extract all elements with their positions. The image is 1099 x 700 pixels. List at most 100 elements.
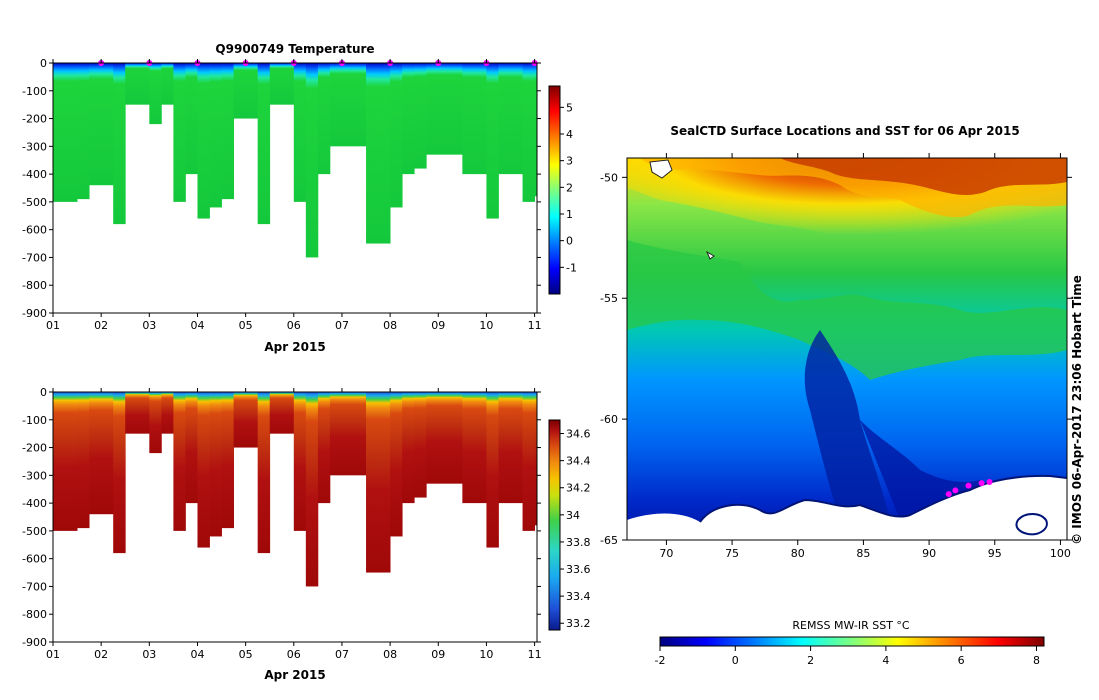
- y-tick-label: -700: [22, 251, 47, 264]
- profile-column: [305, 392, 319, 587]
- salinity-plot-frame: [52, 391, 538, 643]
- profile-column: [257, 63, 271, 225]
- y-tick-label: -800: [22, 608, 47, 621]
- y-tick-label: -600: [22, 553, 47, 566]
- profile-column: [462, 63, 475, 175]
- sst-kerguelen-island: [649, 159, 673, 179]
- profile-column: [197, 63, 210, 219]
- sst-colorbar-tick-label: 4: [882, 654, 889, 667]
- profile-column: [402, 63, 415, 175]
- x-tick-label: 02: [94, 648, 108, 661]
- y-tick-label: 0: [40, 57, 47, 70]
- y-tick-label: -300: [22, 140, 47, 153]
- y-tick-label: -800: [22, 279, 47, 292]
- x-tick-label: 05: [239, 319, 253, 332]
- seal-track: [945, 478, 993, 498]
- salinity-colorbar: [548, 419, 561, 631]
- profile-column: [233, 63, 247, 119]
- sst-land-ice: [627, 475, 1067, 540]
- x-tick-label: 08: [383, 648, 397, 661]
- sst-map-chart: SealCTD Surface Locations and SST for 06…: [600, 124, 1084, 667]
- salinity-x-axis-label: Apr 2015: [264, 668, 325, 682]
- x-tick-label: 08: [383, 319, 397, 332]
- profile-column: [317, 63, 331, 175]
- profile-column: [486, 392, 499, 548]
- profile-column: [534, 392, 538, 526]
- colorbar-tick-label: 33.8: [566, 536, 591, 549]
- temperature-profiles: [53, 63, 538, 258]
- profile-column: [414, 63, 427, 169]
- profile-column: [498, 392, 511, 504]
- profile-column: [221, 392, 234, 529]
- y-tick-label: -700: [22, 580, 47, 593]
- sst-coastline: [699, 474, 1067, 523]
- map-y-tick-label: -55: [600, 292, 618, 305]
- profile-column: [173, 392, 186, 531]
- profile-column: [426, 63, 439, 155]
- profile-column: [125, 63, 138, 105]
- profile-column: [474, 63, 487, 175]
- colorbar-tick-label: 1: [566, 208, 573, 221]
- profile-column: [113, 63, 126, 225]
- y-tick-label: -300: [22, 469, 47, 482]
- colorbar-tick-label: 5: [566, 101, 573, 114]
- profile-column: [209, 63, 222, 208]
- x-tick-label: 07: [335, 319, 349, 332]
- salinity-profiles: [53, 392, 538, 587]
- sst-colorbar-tick-label: 2: [807, 654, 814, 667]
- sst-map-title: SealCTD Surface Locations and SST for 06…: [670, 124, 1019, 138]
- profile-column: [233, 392, 247, 448]
- profile-column: [486, 63, 499, 219]
- profile-column: [426, 392, 439, 484]
- colorbar-tick-label: 34.2: [566, 482, 591, 495]
- sst-hot-band: [780, 158, 1067, 195]
- profile-column: [510, 392, 523, 504]
- track-point: [978, 480, 985, 487]
- y-tick-label: -500: [22, 196, 47, 209]
- y-tick-label: -900: [22, 636, 47, 649]
- profile-column: [281, 392, 295, 434]
- track-point: [965, 482, 972, 489]
- x-tick-label: 01: [46, 319, 60, 332]
- profile-column: [269, 392, 283, 434]
- map-y-tick-label: -65: [600, 534, 618, 547]
- sst-colorbar-tick-label: -2: [655, 654, 666, 667]
- profile-column: [329, 392, 343, 476]
- profile-column: [269, 63, 283, 105]
- x-tick-label: 09: [431, 319, 445, 332]
- y-tick-label: -400: [22, 168, 47, 181]
- temperature-chart: Q9900749 Temperature 0 -100 -200 -300 -400 -5…: [22, 42, 577, 354]
- map-x-tick-label: 100: [1050, 547, 1071, 560]
- y-tick-label: -400: [22, 497, 47, 510]
- temperature-colorbar-ticks: 5 4 3 2 1 0 -1: [560, 101, 577, 274]
- profile-column: [281, 63, 295, 105]
- profile-column: [366, 392, 379, 573]
- x-tick-label: 07: [335, 648, 349, 661]
- profile-column: [149, 392, 162, 454]
- y-tick-label: -100: [22, 85, 47, 98]
- profile-column: [185, 392, 198, 504]
- profile-column: [474, 392, 487, 504]
- map-x-tick-label: 75: [725, 547, 739, 560]
- sst-colorbar: [659, 636, 1045, 647]
- profile-column: [390, 63, 403, 208]
- sst-colorbar-tick-label: 8: [1033, 654, 1040, 667]
- profile-column: [522, 392, 535, 531]
- profile-column: [89, 63, 114, 186]
- track-point: [952, 487, 959, 494]
- profile-column: [185, 63, 198, 175]
- y-tick-label: -200: [22, 442, 47, 455]
- profile-column: [390, 392, 403, 537]
- y-tick-label: -500: [22, 525, 47, 538]
- colorbar-tick-label: 4: [566, 128, 573, 141]
- profile-column: [534, 63, 538, 197]
- colorbar-tick-label: 33.2: [566, 617, 591, 630]
- colorbar-tick-label: -1: [566, 261, 577, 274]
- profile-column: [378, 63, 391, 244]
- profile-column: [173, 63, 186, 202]
- colorbar-tick-label: 3: [566, 155, 573, 168]
- x-tick-label: 01: [46, 648, 60, 661]
- y-tick-label: 0: [40, 386, 47, 399]
- track-point: [986, 478, 993, 485]
